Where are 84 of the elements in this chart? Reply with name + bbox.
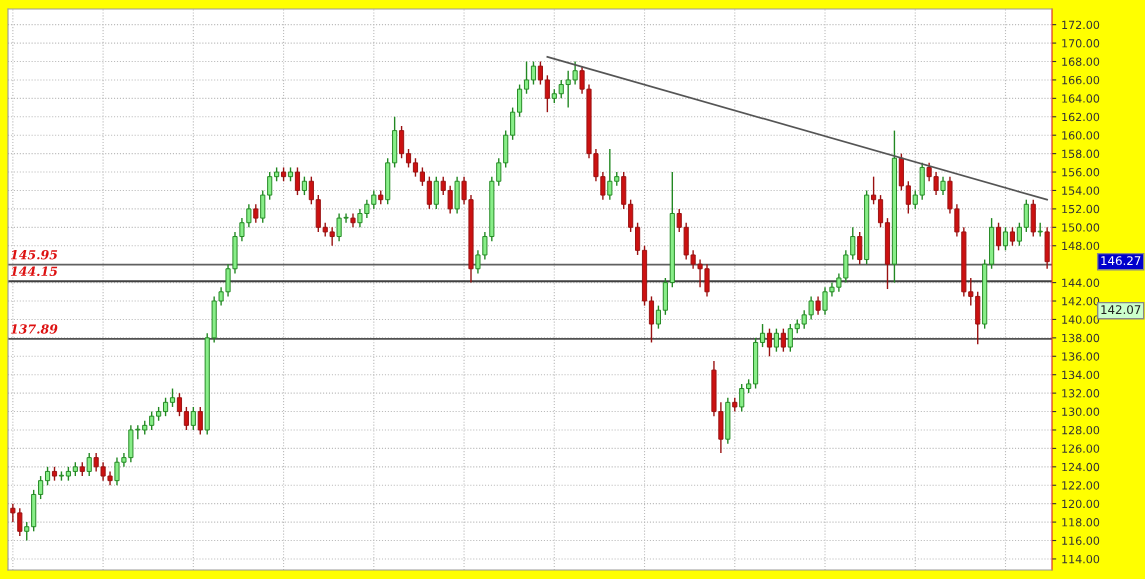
y-tick-label: 170.00 [1062,39,1100,48]
candlestick [787,323,793,353]
candlestick [24,521,30,542]
candlestick [38,475,44,500]
y-tick-label: 168.00 [1062,57,1100,66]
candlestick [523,60,530,95]
candlestick [169,387,176,408]
y-tick-label: 140.00 [1062,315,1100,324]
y-tick-label: 134.00 [1062,370,1100,380]
y-tick-label: 128.00 [1062,425,1100,435]
candlestick [940,175,946,196]
y-tick-label: 166.00 [1062,75,1100,85]
candlestick [510,106,516,141]
y-tick-label: 150.00 [1062,223,1100,232]
candlestick [308,175,314,205]
y-tick-label: 172.00 [1062,20,1100,30]
candlestick [739,383,745,413]
y-tick-label: 160.00 [1062,131,1100,140]
candlestick [544,74,550,113]
ref-line-label: 145.95 [10,249,58,260]
y-tick-label: 130.00 [1062,407,1100,416]
candlestick [253,203,259,224]
candlestick [1016,222,1022,247]
candlestick [260,189,266,224]
candlestick [190,406,196,431]
y-tick-label: 144.00 [1062,278,1100,287]
candlestick [871,175,877,205]
y-tick-label: 142.00 [1062,296,1100,306]
text: 142.07 [1101,305,1141,315]
candlestick [399,125,405,159]
candlestick [648,295,655,344]
candlestick [405,148,412,169]
candlestick [183,406,189,431]
candlestick [766,327,773,357]
candlestick [995,222,1002,252]
text: 146.27 [1101,256,1141,266]
candlestick [149,410,155,431]
candlestick [1002,226,1009,252]
candlestick [628,198,634,233]
y-tick-label: 132.00 [1062,389,1100,398]
y-tick-label: 164.00 [1062,94,1100,103]
candlestick [759,323,766,348]
candlestick [857,231,863,265]
y-tick-label: 148.00 [1062,241,1100,251]
y-tick-label: 116.00 [1062,536,1100,545]
y-tick-label: 126.00 [1062,444,1100,453]
candlestick [426,175,432,210]
y-tick-label: 152.00 [1062,204,1100,214]
candlestick [815,295,821,316]
candlestick [1009,226,1016,247]
candlestick [412,157,419,178]
candlestick [635,222,641,256]
candlestick [773,327,779,353]
candlestick [780,327,786,353]
y-tick-label: 114.00 [1062,554,1100,564]
candlestick [433,175,439,210]
y-tick-label: 124.00 [1062,462,1100,472]
candlestick [517,83,523,118]
candlestick [655,304,661,330]
y-tick-label: 156.00 [1062,168,1100,177]
y-tick-label: 162.00 [1062,112,1100,122]
candlestick [537,60,543,86]
candlestick [905,180,911,215]
ref-line-label: 137.89 [10,324,58,334]
y-tick-label: 138.00 [1062,333,1100,343]
candlestick [1023,198,1029,233]
candlestick [301,175,307,196]
candlestick [176,392,183,417]
candlestick [163,397,169,417]
y-tick-label: 122.00 [1062,481,1100,490]
candlestick [419,166,425,187]
y-tick-label: 154.00 [1062,186,1100,195]
y-tick-label: 118.00 [1062,518,1100,527]
candlestick [530,60,537,86]
y-tick-label: 120.00 [1062,499,1100,509]
candlestick [877,194,884,229]
candlestick [44,466,51,486]
ref-line-label: 144.15 [10,266,58,277]
y-tick-label: 136.00 [1062,352,1100,361]
candlestick [86,452,92,477]
candlestick [197,406,203,436]
candlestick [294,166,301,196]
y-tick-label: 158.00 [1062,149,1100,158]
candlestick [267,171,273,201]
